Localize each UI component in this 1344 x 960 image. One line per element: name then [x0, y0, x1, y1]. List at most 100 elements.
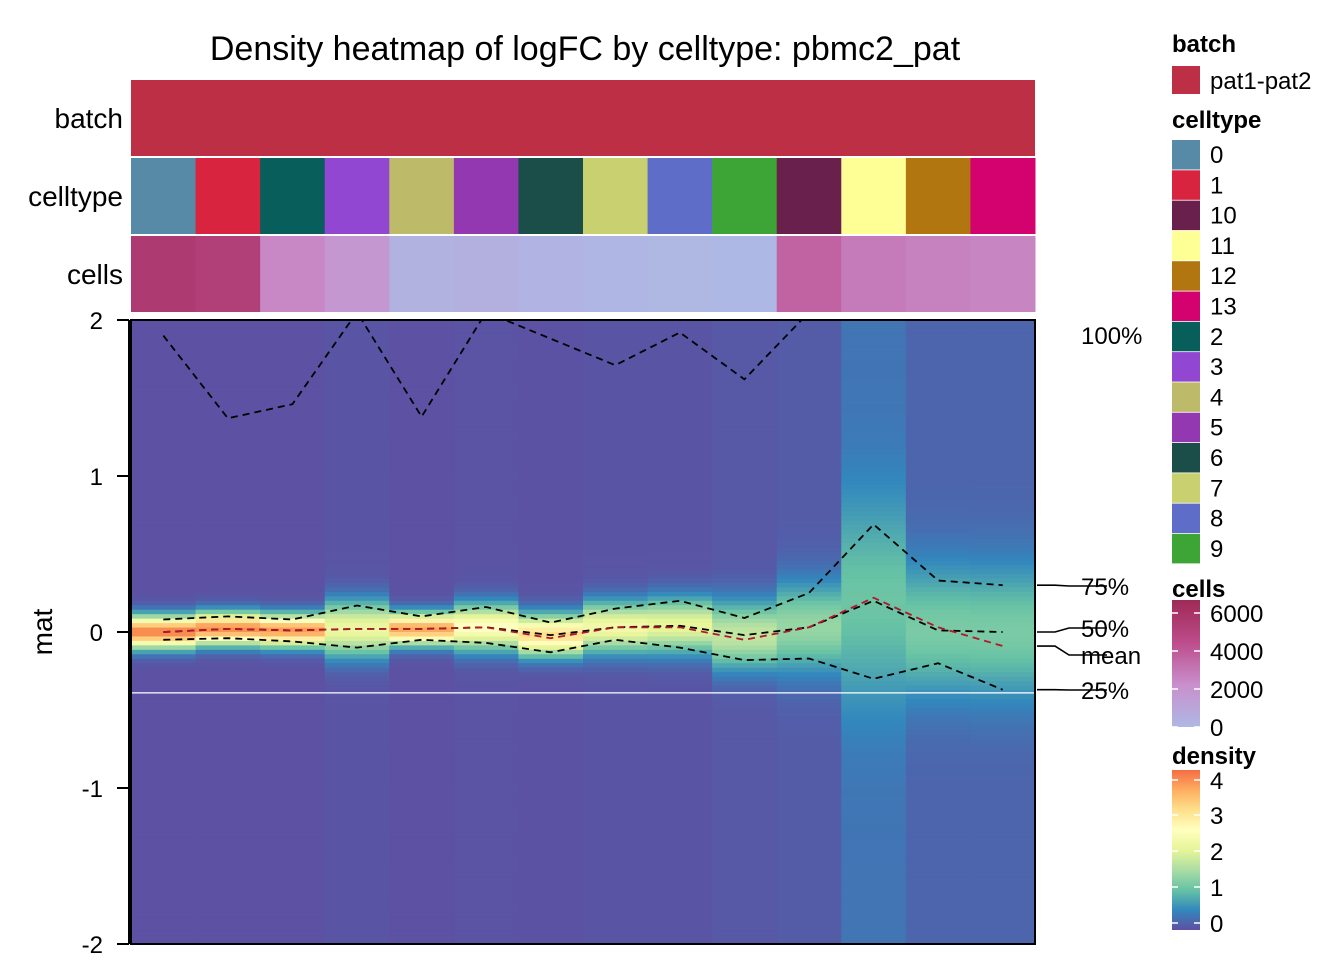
density-cell	[324, 574, 390, 580]
density-cell	[453, 458, 520, 464]
density-cell	[776, 814, 842, 820]
density-cell	[970, 462, 1035, 468]
density-cell	[712, 805, 778, 811]
density-cell	[841, 560, 907, 566]
density-cell	[776, 845, 842, 851]
density-cell	[583, 881, 649, 887]
quantile-label-75pct: 75%	[1081, 574, 1129, 601]
density-cell	[970, 716, 1035, 722]
density-cell	[195, 939, 261, 944]
density-cell	[970, 730, 1035, 736]
label-connector	[1037, 584, 1107, 587]
density-cell	[970, 426, 1035, 433]
density-column-8	[647, 320, 713, 944]
density-cell	[131, 716, 197, 722]
density-cell	[905, 614, 972, 620]
density-column-1	[195, 320, 261, 944]
density-cell	[389, 872, 455, 878]
density-cell	[260, 832, 326, 838]
density-cell	[518, 351, 584, 357]
density-cell	[389, 828, 455, 834]
density-cell	[260, 565, 326, 571]
density-cell	[324, 685, 390, 691]
density-cell	[195, 556, 261, 562]
density-cell	[712, 591, 778, 597]
density-cell	[324, 369, 390, 375]
density-cell	[776, 609, 842, 615]
density-cell	[389, 409, 455, 415]
density-cell	[518, 676, 584, 682]
celltype-cell-11	[841, 158, 907, 234]
density-cell	[324, 391, 390, 397]
density-cell	[712, 721, 778, 727]
density-cell	[970, 391, 1035, 397]
density-cell	[131, 752, 197, 758]
density-cell	[453, 422, 520, 428]
density-cell	[970, 386, 1035, 392]
density-cell	[970, 752, 1035, 758]
density-cell	[712, 881, 778, 887]
density-cell	[518, 721, 584, 727]
density-cell	[518, 404, 584, 410]
density-cell	[647, 698, 713, 704]
density-cell	[841, 903, 907, 909]
density-cell	[389, 703, 455, 709]
density-cell	[131, 538, 197, 544]
density-cell	[841, 400, 907, 406]
density-cell	[647, 926, 713, 932]
density-cell	[776, 547, 842, 553]
density-cell	[324, 538, 390, 544]
density-cell	[389, 360, 455, 366]
density-cell	[905, 369, 972, 375]
density-cell	[776, 774, 842, 780]
density-cell	[389, 877, 455, 883]
density-cell	[841, 333, 907, 339]
density-cell	[647, 471, 713, 477]
density-cell	[905, 605, 972, 611]
density-cell	[453, 453, 520, 459]
legend-celltype-label-13: 13	[1210, 294, 1237, 321]
density-cell	[324, 770, 390, 776]
density-cell	[324, 903, 390, 909]
density-cell	[970, 828, 1035, 834]
density-cell	[260, 823, 326, 829]
density-cell	[905, 738, 972, 745]
density-cell	[324, 413, 390, 419]
density-cell	[841, 747, 907, 753]
density-cell	[324, 921, 390, 927]
density-cell	[841, 627, 907, 633]
density-cell	[712, 654, 778, 660]
density-cell	[712, 565, 778, 571]
density-cell	[389, 716, 455, 722]
celltype-cell-3	[324, 158, 390, 234]
density-cell	[131, 886, 197, 892]
density-cell	[970, 765, 1035, 771]
density-cell	[583, 587, 649, 593]
density-cell	[260, 551, 326, 557]
density-cell	[324, 863, 390, 869]
density-cell	[776, 574, 842, 580]
density-cell	[518, 498, 584, 504]
density-cell	[131, 525, 197, 531]
density-cell	[776, 792, 842, 798]
density-cell	[970, 756, 1035, 762]
density-cell	[195, 859, 261, 865]
density-cell	[324, 734, 390, 740]
density-cell	[970, 926, 1035, 932]
density-cell	[970, 404, 1035, 410]
density-cell	[970, 703, 1035, 709]
density-cell	[841, 712, 907, 718]
density-cell	[970, 614, 1035, 620]
density-cell	[905, 582, 972, 589]
density-cell	[583, 903, 649, 909]
density-cell	[131, 360, 197, 366]
density-cell	[776, 373, 842, 379]
density-cell	[260, 382, 326, 388]
density-cell	[324, 716, 390, 722]
density-cell	[389, 837, 455, 843]
density-cell	[195, 779, 261, 785]
density-cell	[131, 747, 197, 753]
density-cell	[453, 337, 520, 343]
density-cell	[583, 377, 649, 383]
density-cell	[260, 574, 326, 580]
